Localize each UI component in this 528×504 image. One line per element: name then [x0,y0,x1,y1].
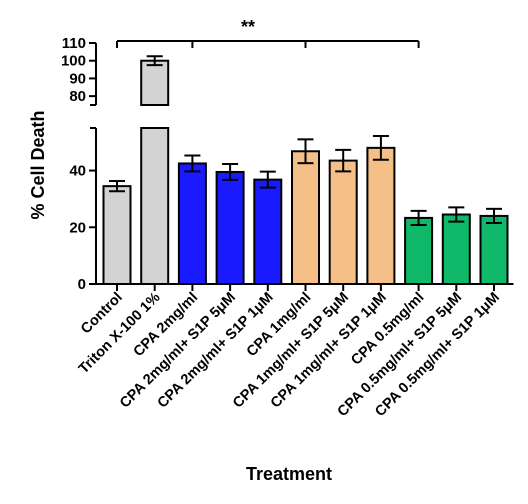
y-tick-label: 100 [61,53,86,70]
bar [140,127,170,285]
bar [404,216,434,285]
y-tick-label: 110 [62,35,86,52]
y-tick-label: 90 [69,70,86,87]
x-axis-title: Treatment [246,464,332,484]
bar [328,159,358,285]
bar [441,213,471,285]
significance-label: ** [241,17,255,37]
bar [479,214,509,285]
y-tick-label: 80 [69,88,86,105]
y-tick-label: 20 [69,219,86,236]
bar [366,146,396,285]
bar [140,59,170,106]
bar [291,150,320,285]
bar [177,162,207,285]
bar [253,178,283,285]
bars [102,55,509,286]
bar [215,170,245,285]
bar [102,185,132,286]
y-axis-title: % Cell Death [28,110,48,219]
y-tick-label: 0 [78,276,86,293]
y-tick-label: 40 [69,163,86,180]
